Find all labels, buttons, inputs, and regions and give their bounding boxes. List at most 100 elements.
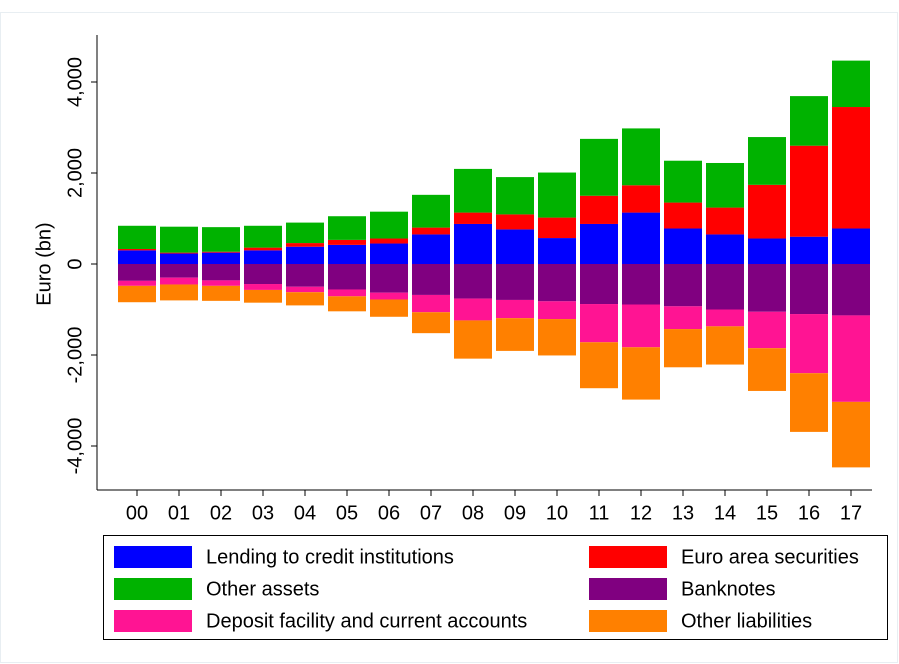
bar-segment xyxy=(832,401,870,468)
bar-segment xyxy=(244,247,282,251)
bar-segment xyxy=(538,264,576,302)
bar-segment xyxy=(286,292,324,306)
x-tick-label: 01 xyxy=(168,502,190,524)
bar-segment xyxy=(370,292,408,300)
legend-label: Deposit facility and current accounts xyxy=(206,610,527,632)
bar-segment xyxy=(202,285,240,301)
bar-segment xyxy=(580,304,618,343)
x-tick-label: 15 xyxy=(756,502,778,524)
bar-segment xyxy=(160,277,198,285)
bar-segment xyxy=(706,264,744,310)
bar-segment xyxy=(580,138,618,196)
bar-segment xyxy=(580,342,618,389)
bar-segment xyxy=(748,264,786,312)
bar-segment xyxy=(454,320,492,359)
bar-segment xyxy=(664,264,702,307)
bar-segment xyxy=(790,264,828,315)
bar-segment xyxy=(412,312,450,334)
legend-label: Lending to credit institutions xyxy=(206,546,454,568)
x-tick-label: 06 xyxy=(378,502,400,524)
bar-segment xyxy=(664,329,702,368)
bar-segment xyxy=(664,160,702,203)
bar-segment xyxy=(118,248,156,251)
bar-segment xyxy=(748,184,786,239)
bar-segment xyxy=(370,238,408,244)
legend-label: Other liabilities xyxy=(681,610,812,632)
bar-segment xyxy=(454,298,492,321)
x-tick-label: 04 xyxy=(294,502,316,524)
bar-segment xyxy=(118,280,156,286)
bar-segment xyxy=(622,347,660,400)
y-axis-title: Euro (bn) xyxy=(33,222,55,305)
bar-segment xyxy=(286,286,324,293)
bar-segment xyxy=(748,348,786,391)
bar-segment xyxy=(538,172,576,218)
y-tick-label: 2,000 xyxy=(64,148,86,198)
bar-segment xyxy=(328,216,366,240)
bar-segment xyxy=(748,311,786,349)
bar-segment xyxy=(286,246,324,264)
bar-segment xyxy=(706,162,744,208)
legend-swatch xyxy=(589,578,667,600)
bar-segment xyxy=(496,299,534,319)
bar-segment xyxy=(202,227,240,252)
bar-segment xyxy=(790,145,828,237)
bar-segment xyxy=(454,264,492,299)
legend xyxy=(103,535,888,640)
x-tick-label: 07 xyxy=(420,502,442,524)
bar-segment xyxy=(454,223,492,264)
x-tick-label: 00 xyxy=(126,502,148,524)
y-tick-label: -4,000 xyxy=(64,418,86,475)
bar-segment xyxy=(538,319,576,356)
bar-segment xyxy=(496,177,534,215)
legend-swatch xyxy=(589,610,667,632)
bar-segment xyxy=(412,234,450,264)
legend-label: Banknotes xyxy=(681,578,776,600)
bar-segment xyxy=(664,202,702,229)
x-tick-label: 02 xyxy=(210,502,232,524)
bar-segment xyxy=(160,226,198,253)
bar-segment xyxy=(202,251,240,253)
x-tick-label: 12 xyxy=(630,502,652,524)
bar-segment xyxy=(118,225,156,249)
bar-segment xyxy=(412,194,450,228)
bar-segment xyxy=(118,264,156,281)
bar-segment xyxy=(706,207,744,235)
bar-segment xyxy=(118,285,156,303)
y-tick-label: 4,000 xyxy=(64,57,86,107)
x-tick-label: 16 xyxy=(798,502,820,524)
bar-segment xyxy=(622,128,660,186)
bar-segment xyxy=(832,228,870,264)
bar-segment xyxy=(160,264,198,278)
bar-segment xyxy=(244,289,282,303)
bar-segment xyxy=(496,229,534,264)
x-tick-label: 10 xyxy=(546,502,568,524)
bar-segment xyxy=(328,244,366,264)
bar-segment xyxy=(790,236,828,264)
bar-segment xyxy=(748,238,786,264)
bar-segment xyxy=(244,264,282,285)
x-tick-label: 17 xyxy=(840,502,862,524)
bar-segment xyxy=(244,250,282,264)
x-tick-label: 05 xyxy=(336,502,358,524)
bar-segment xyxy=(370,211,408,239)
bar-segment xyxy=(244,225,282,248)
bar-segment xyxy=(538,217,576,239)
bar-segment xyxy=(664,306,702,330)
bar-segment xyxy=(790,373,828,432)
bar-segment xyxy=(328,264,366,290)
bar-segment xyxy=(454,212,492,224)
bar-segment xyxy=(748,137,786,185)
bar-segment xyxy=(580,264,618,305)
bar-segment xyxy=(328,296,366,312)
x-tick-label: 14 xyxy=(714,502,736,524)
bar-segment xyxy=(454,168,492,213)
legend-swatch xyxy=(589,546,667,568)
x-tick-label: 13 xyxy=(672,502,694,524)
bar-segment xyxy=(160,253,198,264)
bar-segment xyxy=(706,234,744,264)
bar-segment xyxy=(664,228,702,264)
bar-segment xyxy=(412,227,450,235)
bar-segment xyxy=(832,264,870,316)
x-tick-label: 03 xyxy=(252,502,274,524)
